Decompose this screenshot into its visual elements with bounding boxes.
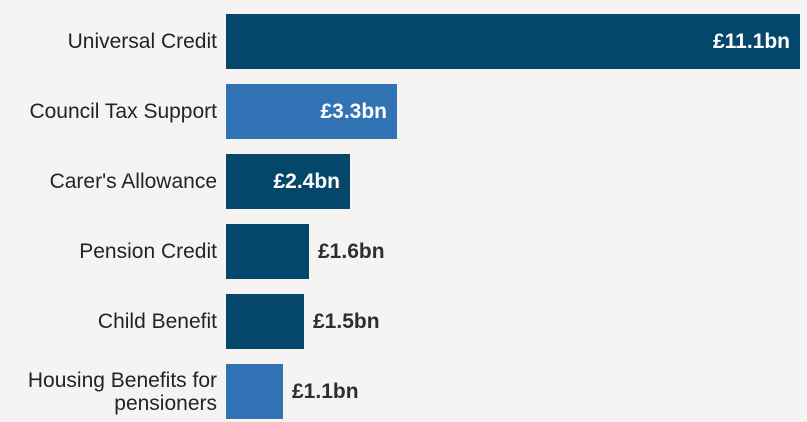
value-label: £11.1bn [712, 29, 790, 53]
bar [226, 364, 283, 419]
value-label: £1.6bn [318, 239, 385, 263]
bar-row: Council Tax Support £3.3bn [0, 84, 807, 139]
bar: £11.1bn [226, 14, 800, 69]
category-label: Universal Credit [67, 30, 217, 53]
category-label: Housing Benefits for pensioners [27, 368, 217, 415]
value-label: £2.4bn [273, 169, 340, 193]
bar-area: £1.6bn [226, 224, 807, 279]
bar: £3.3bn [226, 84, 397, 139]
bar-area: £1.5bn [226, 294, 807, 349]
bar-row: Carer's Allowance £2.4bn [0, 154, 807, 209]
bar: £2.4bn [226, 154, 350, 209]
bar [226, 294, 304, 349]
value-label: £3.3bn [320, 99, 387, 123]
bar-row: Pension Credit £1.6bn [0, 224, 807, 279]
category-label: Pension Credit [79, 240, 217, 263]
bar-row: Universal Credit £11.1bn [0, 14, 807, 69]
value-label: £1.5bn [313, 309, 380, 333]
bar-row: Housing Benefits for pensioners £1.1bn [0, 364, 807, 419]
bar-area: £1.1bn [226, 364, 807, 419]
bar-row: Child Benefit £1.5bn [0, 294, 807, 349]
category-label: Child Benefit [97, 310, 217, 333]
category-label: Carer's Allowance [49, 170, 217, 193]
bar-area: £11.1bn [226, 14, 807, 69]
value-label: £1.1bn [292, 379, 359, 403]
bar [226, 224, 309, 279]
bar-area: £3.3bn [226, 84, 807, 139]
bar-area: £2.4bn [226, 154, 807, 209]
category-label: Council Tax Support [29, 100, 217, 123]
